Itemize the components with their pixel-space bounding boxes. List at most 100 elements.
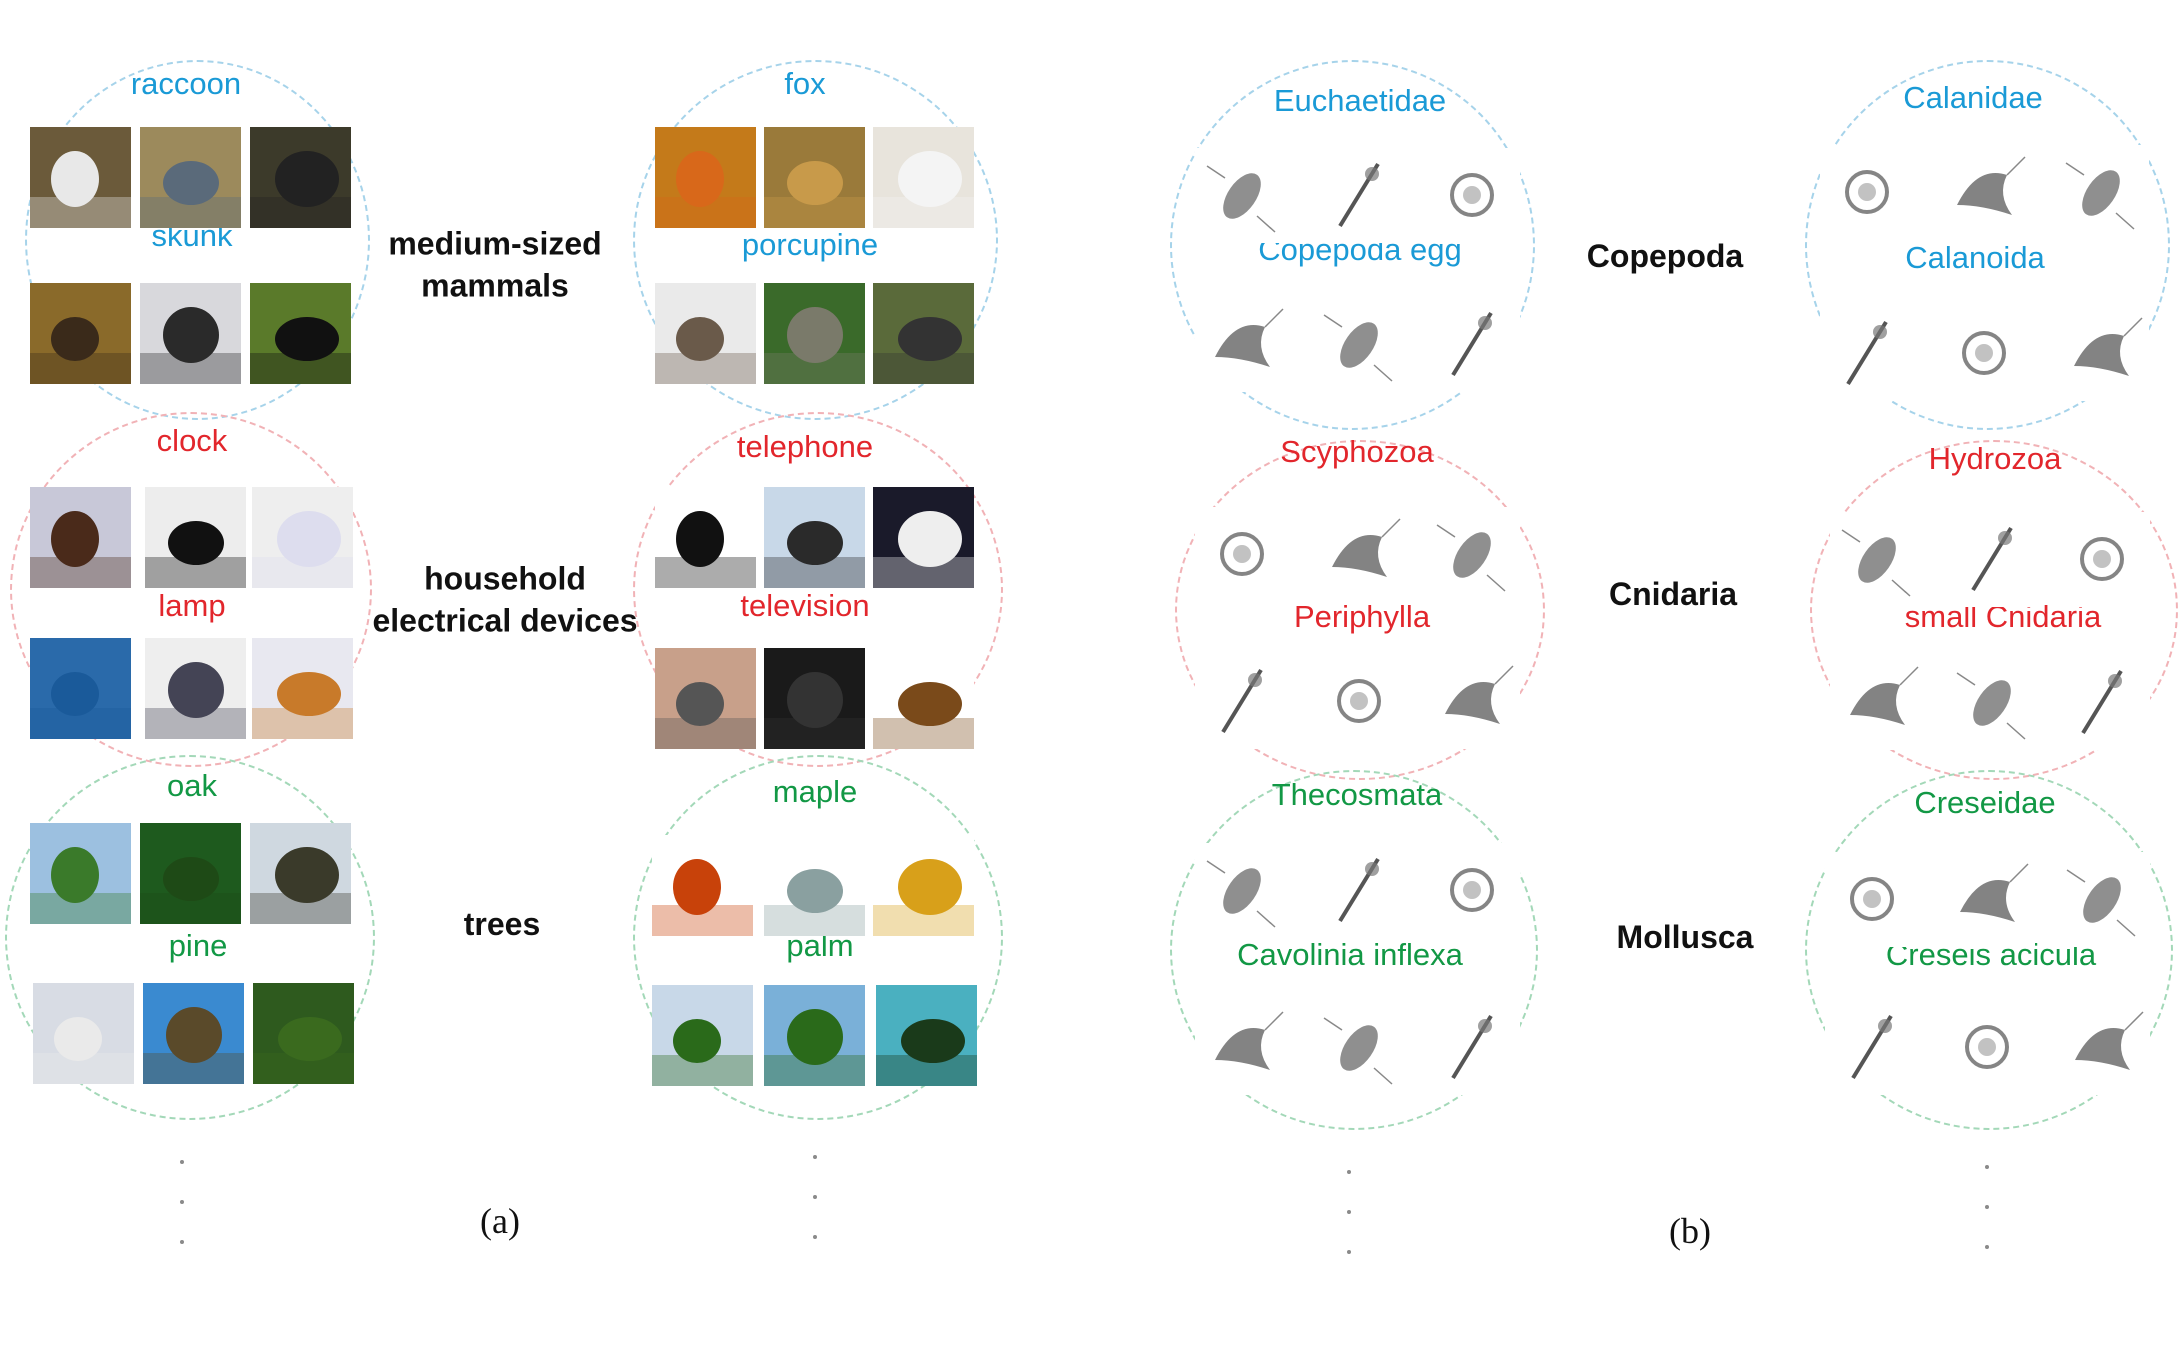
photo-thumbnail [873,648,974,749]
class-label: oak [167,768,217,803]
category-circle [1805,60,2170,430]
class-label: lamp [158,588,226,623]
plankton-image [1195,507,1290,602]
photo-thumbnail [764,127,865,228]
category-circle [633,755,1003,1120]
photo-thumbnail [253,983,354,1084]
photo-thumbnail [252,487,353,588]
group-name-line: Copepoda [1586,238,1744,275]
plankton-image [1820,306,1915,401]
group-name-line: electrical devices [372,602,638,638]
plankton-image [1425,507,1520,602]
group-name-line: mammals [421,267,569,303]
class-label: television [740,588,870,623]
plankton-image [2054,145,2149,240]
plankton-image [1312,843,1407,938]
group-name-line: household [424,560,586,597]
photo-thumbnail [30,638,131,739]
group-name: medium-sized mammals [388,223,601,306]
group-name: Mollusca [1617,917,1754,959]
photo-thumbnail [250,823,351,924]
plankton-image [1425,843,1520,938]
plankton-image [1820,145,1915,240]
continuation-dot [1347,1210,1351,1214]
continuation-dot [1347,1250,1351,1254]
plankton-image [1830,655,1925,750]
group-name: trees [464,904,541,946]
class-label: Cavolinia inflexa [1237,937,1463,972]
class-label: Thecosmata [1271,777,1443,812]
panel-caption: (a) [480,1201,520,1241]
class-label: Scyphozoa [1280,434,1434,469]
continuation-dot [813,1155,817,1159]
plankton-image [1195,148,1290,243]
continuation-dot [180,1200,184,1204]
category-circle [1805,770,2173,1130]
group-name: household electrical devices [372,558,637,641]
photo-thumbnail [873,283,974,384]
plankton-image [1945,512,2040,607]
photo-thumbnail [252,638,353,739]
plankton-image [1830,512,1925,607]
class-label: porcupine [741,227,879,262]
photo-thumbnail [140,823,241,924]
class-label: maple [772,774,858,809]
category-circle [1170,60,1535,430]
photo-thumbnail [140,127,241,228]
photo-thumbnail [655,487,756,588]
plankton-image [1945,655,2040,750]
plankton-image [1425,1000,1520,1095]
continuation-dot [1985,1245,1989,1249]
class-label: Periphylla [1293,599,1431,634]
plankton-image [1312,1000,1407,1095]
continuation-dot [180,1160,184,1164]
class-label: telephone [736,429,874,464]
plankton-image [2054,306,2149,401]
plankton-image [1195,297,1290,392]
plankton-image [1312,507,1407,602]
class-label: Hydrozoa [1928,441,2062,476]
group-name: Cnidaria [1609,574,1737,616]
group-name: Copepoda [1587,236,1743,278]
photo-thumbnail [764,283,865,384]
continuation-dot [1347,1170,1351,1174]
group-name-line: medium-sized [388,225,602,262]
photo-thumbnail [145,487,246,588]
photo-thumbnail [145,638,246,739]
class-label: Calanoida [1905,240,2045,275]
class-label: clock [156,423,228,458]
class-label: fox [784,66,826,101]
photo-thumbnail [764,985,865,1086]
photo-thumbnail [652,985,753,1086]
photo-thumbnail [655,127,756,228]
plankton-image [2055,852,2150,947]
continuation-dot [180,1240,184,1244]
plankton-image [1825,1000,1920,1095]
photo-thumbnail [30,283,131,384]
photo-thumbnail [30,823,131,924]
plankton-image [1425,148,1520,243]
plankton-image [1425,297,1520,392]
category-circle [5,755,375,1120]
photo-thumbnail [655,648,756,749]
category-circle [1170,770,1538,1130]
photo-thumbnail [140,283,241,384]
group-name-line: Mollusca [1616,919,1754,956]
plankton-image [1312,654,1407,749]
photo-thumbnail [250,127,351,228]
photo-thumbnail [655,283,756,384]
plankton-image [2055,512,2150,607]
class-label: Calanidae [1903,80,2043,115]
continuation-dot [1985,1165,1989,1169]
plankton-image [1312,148,1407,243]
class-label: raccoon [130,66,242,101]
continuation-dot [813,1235,817,1239]
photo-thumbnail [652,835,753,936]
photo-thumbnail [30,127,131,228]
plankton-image [1940,1000,2035,1095]
plankton-image [1825,852,1920,947]
continuation-dot [813,1195,817,1199]
photo-thumbnail [764,487,865,588]
plankton-image [1940,852,2035,947]
